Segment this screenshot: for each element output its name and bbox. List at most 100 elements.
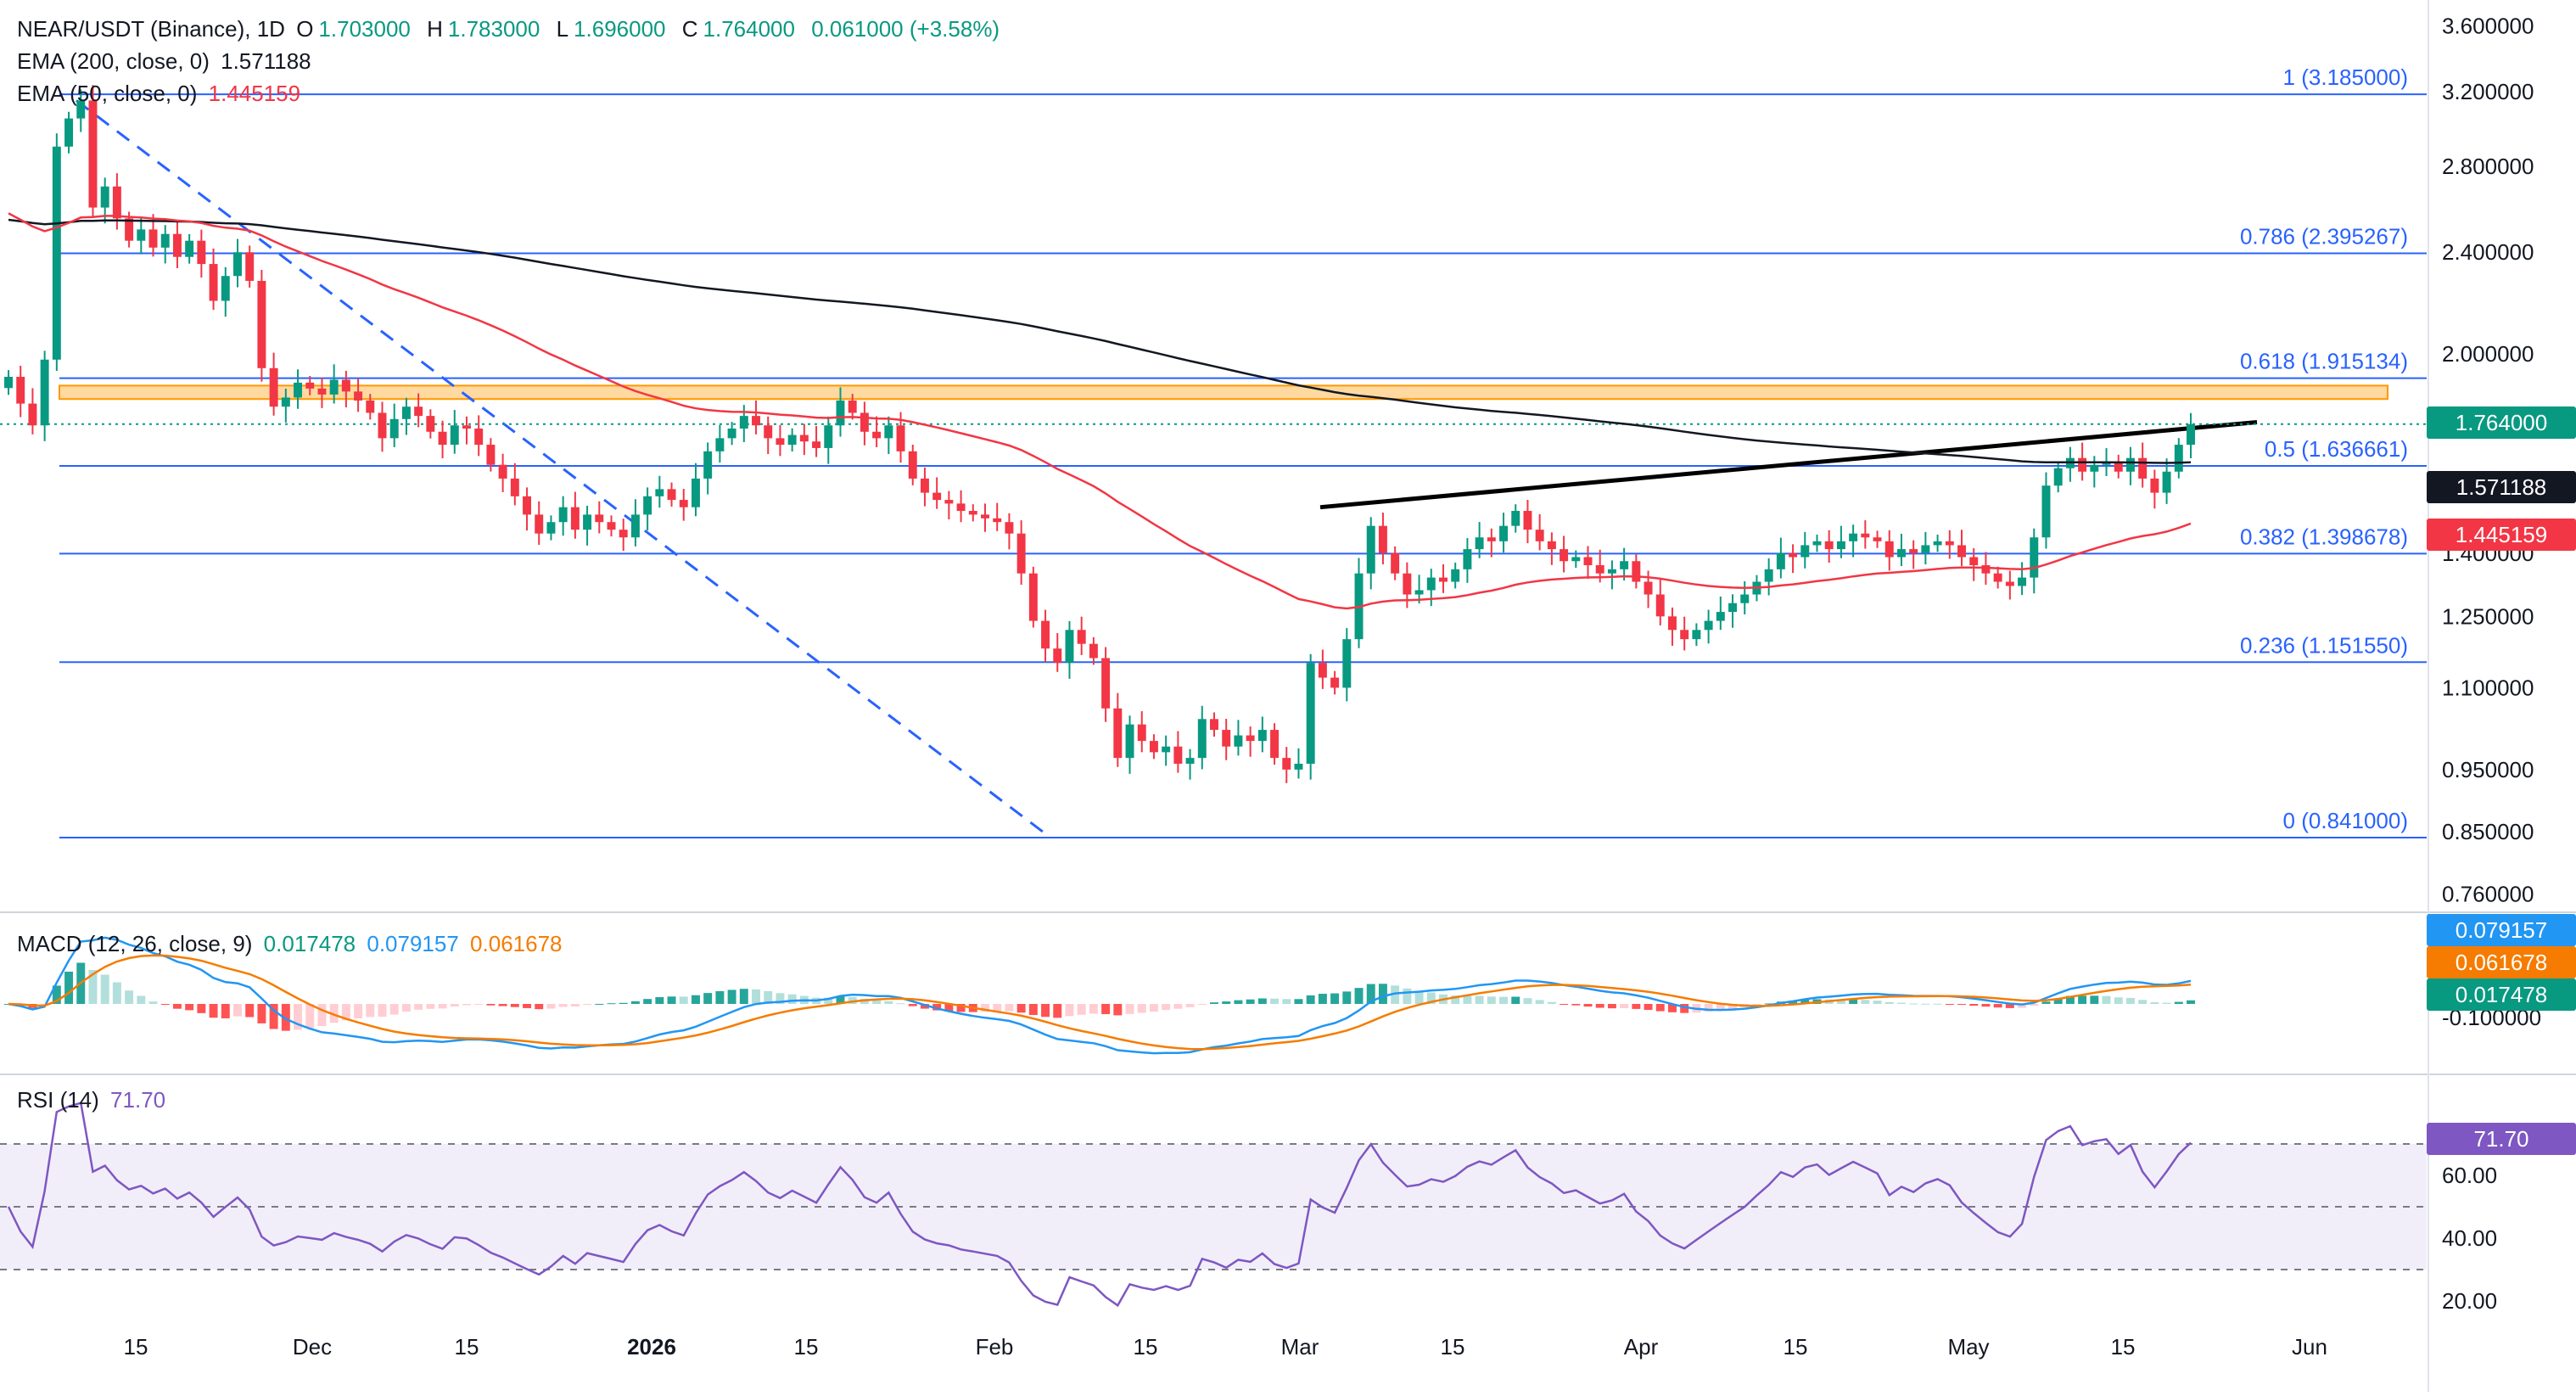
- rsi-price-tag: 71.70: [2427, 1123, 2576, 1155]
- candle: [679, 500, 688, 507]
- candle: [1535, 530, 1544, 541]
- fib-level-label: 1 (3.185000): [2283, 64, 2408, 90]
- candle: [1499, 525, 1509, 541]
- macd-bar: [1861, 1000, 1870, 1004]
- candle: [1101, 658, 1111, 709]
- macd-bar: [341, 1004, 350, 1021]
- macd-bar: [920, 1004, 929, 1009]
- rsi-line: [7, 1102, 2192, 1308]
- candle: [535, 514, 544, 534]
- candle: [1644, 581, 1653, 595]
- candle: [1234, 735, 1243, 747]
- candle: [1849, 533, 1858, 541]
- candle: [981, 514, 989, 519]
- candle: [486, 445, 496, 465]
- candle: [269, 367, 278, 407]
- candle: [197, 240, 206, 265]
- macd-bar: [2041, 1001, 2051, 1004]
- price-tick-label: 0.760000: [2442, 882, 2534, 907]
- candle: [2005, 581, 2014, 586]
- macd-bar: [2005, 1004, 2014, 1008]
- macd-bar: [1077, 1004, 1086, 1015]
- candle: [993, 518, 1002, 523]
- macd-bar: [2030, 1004, 2039, 1006]
- ema200-label: EMA (200, close, 0): [17, 48, 210, 74]
- rsi-tick-label: 60.00: [2442, 1163, 2497, 1188]
- macd-bar: [1571, 1004, 1581, 1006]
- macd-bar: [1173, 1004, 1183, 1009]
- macd-bar: [1089, 1004, 1098, 1014]
- fib-level-label: 0 (0.841000): [2283, 808, 2408, 833]
- macd-bar: [1909, 1003, 1918, 1005]
- macd-bar: [1607, 1004, 1616, 1009]
- candle: [1921, 545, 1930, 553]
- candle: [462, 425, 471, 429]
- candle: [630, 514, 640, 538]
- macd-bar: [1016, 1004, 1026, 1013]
- macd-bar: [366, 1004, 375, 1018]
- macd-bar: [1993, 1004, 2002, 1008]
- macd-bar: [438, 1004, 447, 1009]
- macd-bar: [1523, 998, 1532, 1004]
- macd-bar: [860, 998, 869, 1004]
- ema50-price-tag: 1.445159: [2427, 519, 2576, 551]
- open-label: O 1.703000: [296, 16, 416, 42]
- macd-bar: [317, 1004, 327, 1027]
- candle: [100, 186, 109, 208]
- macd-bar: [1499, 996, 1509, 1004]
- candles-group: [4, 85, 2195, 783]
- macd-bar: [378, 1004, 387, 1018]
- candle: [1185, 758, 1195, 764]
- candle: [1463, 549, 1472, 569]
- macd-bar: [1560, 1004, 1569, 1005]
- macd-bar: [1884, 1001, 1894, 1004]
- ema50-label: EMA (50, close, 0): [17, 81, 198, 106]
- candle: [257, 280, 266, 368]
- candle: [414, 406, 423, 417]
- candle: [1391, 552, 1400, 574]
- macd-bar: [884, 1001, 893, 1004]
- high-label: H 1.783000: [427, 16, 545, 42]
- candle: [1282, 758, 1291, 770]
- macd-bar: [209, 1004, 218, 1018]
- candle: [64, 118, 74, 147]
- macd-price-tag: 0.079157: [2427, 914, 2576, 946]
- candle: [799, 434, 809, 442]
- candle: [872, 431, 882, 439]
- candle: [172, 233, 182, 257]
- candle: [752, 416, 760, 426]
- macd-bar: [414, 1004, 423, 1010]
- candle: [1523, 511, 1532, 530]
- macd-bar: [462, 1004, 471, 1006]
- macd-bar: [1222, 1001, 1231, 1004]
- candle: [1812, 541, 1822, 546]
- x-tick-label: 15: [794, 1334, 819, 1360]
- macd-bar: [2102, 995, 2111, 1004]
- candle: [884, 425, 893, 439]
- candle: [1475, 537, 1484, 550]
- candle: [776, 438, 785, 446]
- price-tick-label: 3.600000: [2442, 14, 2534, 39]
- candle: [221, 276, 230, 301]
- macd-bar: [389, 1004, 399, 1015]
- candle: [329, 379, 339, 395]
- macd-bar: [112, 982, 121, 1004]
- macd-bar: [752, 989, 760, 1004]
- candle: [1077, 630, 1086, 644]
- ema200-legend: EMA (200, close, 0) 1.571188: [17, 48, 316, 75]
- candle: [317, 388, 327, 395]
- rsi-label: RSI (14): [17, 1087, 99, 1113]
- macd-bar: [1197, 1004, 1207, 1005]
- macd-bar: [607, 1003, 616, 1005]
- macd-bar: [872, 1001, 882, 1004]
- candle: [2030, 537, 2039, 578]
- macd-bar: [787, 994, 797, 1004]
- macd-bar: [2150, 1001, 2159, 1004]
- macd-bar: [1475, 995, 1484, 1004]
- candle: [1270, 730, 1280, 759]
- macd-line: [8, 936, 2192, 1055]
- candle: [1414, 590, 1424, 595]
- macd-label: MACD (12, 26, close, 9): [17, 931, 253, 956]
- candle: [1909, 549, 1918, 553]
